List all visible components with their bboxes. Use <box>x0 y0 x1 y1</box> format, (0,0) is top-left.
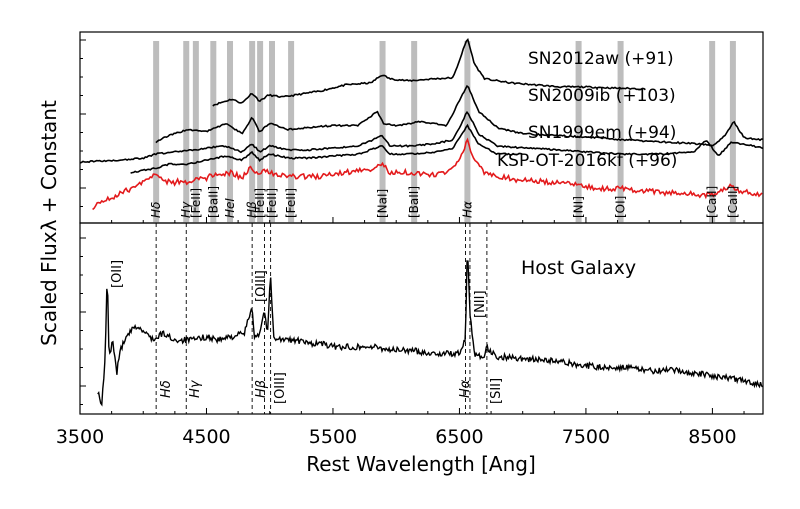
host-galaxy-spectrum <box>97 260 764 407</box>
x-tick-label-1: 4500 <box>182 426 230 448</box>
line-band-7 <box>268 41 275 223</box>
line-label-9: [NaI] <box>376 189 390 218</box>
line-band-8 <box>288 41 295 223</box>
label-hbeta-bottom: Hβ <box>254 380 269 398</box>
host-galaxy-line <box>97 260 764 407</box>
line-band-4 <box>227 41 234 223</box>
y-axis-label: Scaled Fluxλ + Constant <box>37 100 61 346</box>
label-oii: [OII] <box>110 260 125 288</box>
x-tick-label-5: 8500 <box>688 426 736 448</box>
label-sn2012aw: SN2012aw (+91) <box>528 49 674 69</box>
line-label-0: Hδ <box>149 202 163 218</box>
line-band-13 <box>617 41 624 223</box>
line-label-11: Hα <box>460 201 474 218</box>
line-label-6: [FeII] <box>253 188 267 218</box>
line-band-15 <box>729 41 736 223</box>
bottom-panel: 3500 4500 5500 6500 7500 8500 Host Galaxy [OI… <box>56 222 764 448</box>
label-nii: [NII] <box>473 290 488 318</box>
label-sn2009ib: SN2009ib (+103) <box>528 86 676 106</box>
line-label-8: [FeII] <box>284 188 298 218</box>
line-band-2 <box>192 41 199 223</box>
line-band-14 <box>709 41 716 223</box>
bottom-panel-frame <box>79 222 764 415</box>
line-label-12: [NI] <box>572 196 586 218</box>
bottom-y-ticks <box>80 237 86 405</box>
x-tick-label-3: 6500 <box>435 426 483 448</box>
line-band-11 <box>464 41 471 223</box>
line-label-4: HeI <box>223 198 237 218</box>
label-sn1999em: SN1999em (+94) <box>528 123 676 143</box>
bottom-x-ticks: 3500 4500 5500 6500 7500 8500 <box>56 408 745 448</box>
line-label-2: [FeII] <box>189 188 203 218</box>
line-label-1: Hγ <box>179 201 193 218</box>
label-oiii-bottom: [OIII] <box>273 372 288 404</box>
line-band-12 <box>575 41 582 223</box>
host-galaxy-title: Host Galaxy <box>521 257 636 279</box>
label-hgamma-bottom: Hγ <box>188 379 203 398</box>
line-label-7: [FeII] <box>265 188 279 218</box>
series-line-1 <box>155 84 763 147</box>
top-panel: Hδ Hγ[FeII] [BaII] HeI Hβ[FeII][FeII] [FeII][… <box>79 31 764 224</box>
line-label-15: [CaII] <box>726 186 740 218</box>
line-band-1 <box>183 41 190 223</box>
bottom-line-markers <box>155 223 488 414</box>
label-oiii-top: [OIII] <box>254 270 269 302</box>
top-line-labels: Hδ Hγ[FeII] [BaII] HeI Hβ[FeII][FeII] [FeII][… <box>149 186 740 218</box>
line-label-5: Hβ <box>245 201 259 218</box>
label-ksp-ot-2016kf: KSP-OT-2016kf (+96) <box>497 151 677 171</box>
top-y-ticks <box>80 39 86 207</box>
label-sii: [SII] <box>489 378 504 404</box>
line-label-13: [OI] <box>614 196 628 218</box>
series-line-2 <box>79 110 764 164</box>
line-band-3 <box>210 41 217 223</box>
top-line-bands <box>153 41 736 223</box>
x-tick-label-2: 5500 <box>309 426 357 448</box>
label-hdelta-bottom: Hδ <box>159 380 174 398</box>
line-band-9 <box>379 41 386 223</box>
series-line-3 <box>130 123 523 174</box>
line-band-0 <box>153 41 160 223</box>
line-label-3: [BaII] <box>206 186 220 218</box>
top-spectra <box>79 38 764 211</box>
series-line-0 <box>212 38 646 107</box>
x-axis-label: Rest Wavelength [Ang] <box>306 452 536 476</box>
x-tick-label-0: 3500 <box>56 426 104 448</box>
label-halpha-bottom: Hα <box>458 379 473 398</box>
line-band-5 <box>249 41 256 223</box>
line-band-10 <box>411 41 418 223</box>
line-label-10: [BaII] <box>407 186 421 218</box>
x-tick-label-4: 7500 <box>562 426 610 448</box>
series-line-4 <box>92 137 763 211</box>
line-label-14: [CaII] <box>705 186 719 218</box>
